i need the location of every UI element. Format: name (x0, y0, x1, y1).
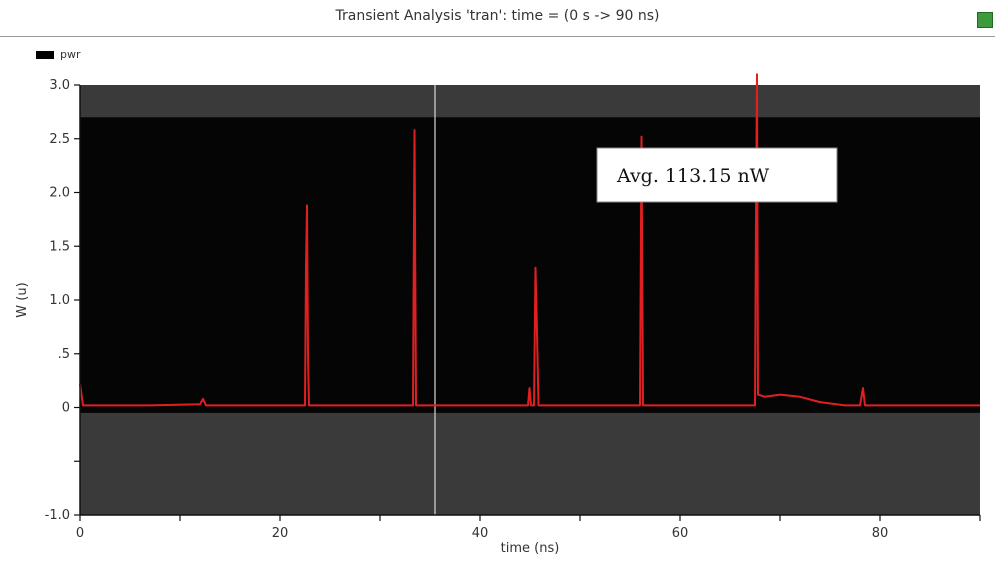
y-tick-label: -1.0 (45, 508, 70, 523)
status-indicator-icon[interactable] (977, 12, 993, 28)
shaded-band (80, 85, 980, 118)
annotation-text: Avg. 113.15 nW (616, 165, 770, 187)
x-tick-label: 80 (872, 526, 889, 541)
title-separator (0, 36, 995, 37)
annotation-box (596, 147, 838, 203)
y-tick-label: 2.0 (49, 186, 70, 201)
legend[interactable]: pwr (36, 48, 81, 61)
window-title: Transient Analysis 'tran': time = (0 s -… (335, 8, 660, 24)
legend-swatch (36, 50, 54, 59)
x-tick-label: 0 (76, 526, 84, 541)
x-tick-label: 40 (472, 526, 489, 541)
y-tick-label: .5 (58, 347, 70, 362)
y-tick-label: 1.0 (49, 293, 70, 308)
y-tick-label: 3.0 (49, 78, 70, 93)
y-tick-label: 1.5 (49, 239, 70, 254)
y-axis-label: W (u) (15, 282, 30, 317)
shaded-band (80, 412, 980, 515)
y-tick-label: 0 (62, 401, 70, 416)
x-axis-label: time (ns) (501, 541, 560, 556)
x-tick-label: 60 (672, 526, 689, 541)
window-titlebar: Transient Analysis 'tran': time = (0 s -… (0, 0, 995, 44)
series-line-pwr[interactable] (79, 73, 980, 407)
x-tick-label: 20 (272, 526, 289, 541)
legend-label: pwr (60, 48, 81, 61)
y-tick-label: 2.5 (49, 132, 70, 147)
